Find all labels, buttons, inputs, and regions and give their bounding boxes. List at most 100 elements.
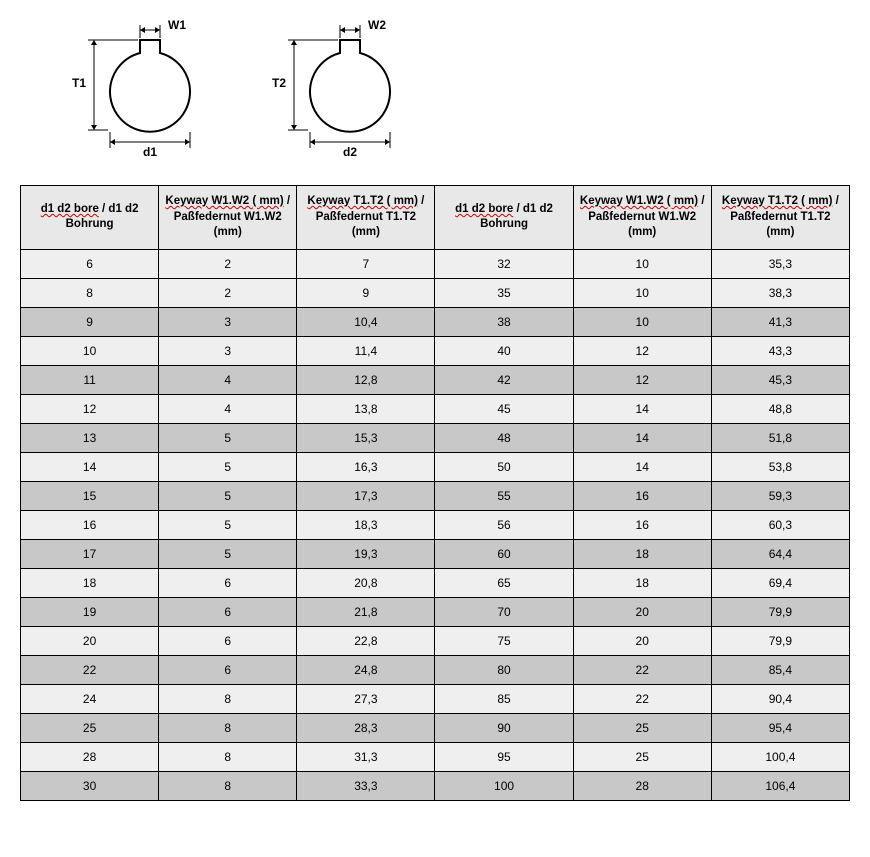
table-cell: 8 bbox=[159, 684, 297, 713]
column-header: Keyway T1.T2 ( mm) / Paßfedernut T1.T2 (… bbox=[711, 186, 849, 250]
table-cell: 9 bbox=[297, 278, 435, 307]
table-cell: 17 bbox=[21, 539, 159, 568]
table-cell: 75 bbox=[435, 626, 573, 655]
label-t2: T2 bbox=[272, 76, 286, 90]
bore-shape-d1 bbox=[70, 20, 230, 160]
table-cell: 2 bbox=[159, 278, 297, 307]
table-cell: 48 bbox=[435, 423, 573, 452]
diagram-d2: W2 T2 d2 bbox=[270, 20, 430, 160]
table-cell: 53,8 bbox=[711, 452, 849, 481]
table-row: 28831,39525100,4 bbox=[21, 742, 850, 771]
table-cell: 16 bbox=[573, 481, 711, 510]
table-cell: 25 bbox=[573, 713, 711, 742]
table-cell: 10 bbox=[21, 336, 159, 365]
table-row: 20622,8752079,9 bbox=[21, 626, 850, 655]
table-cell: 56 bbox=[435, 510, 573, 539]
table-cell: 28 bbox=[573, 771, 711, 800]
table-cell: 16 bbox=[573, 510, 711, 539]
table-cell: 21,8 bbox=[297, 597, 435, 626]
table-cell: 22 bbox=[21, 655, 159, 684]
table-cell: 19 bbox=[21, 597, 159, 626]
table-cell: 35,3 bbox=[711, 249, 849, 278]
table-cell: 3 bbox=[159, 307, 297, 336]
table-cell: 10 bbox=[573, 307, 711, 336]
table-cell: 40 bbox=[435, 336, 573, 365]
table-cell: 90 bbox=[435, 713, 573, 742]
label-t1: T1 bbox=[72, 76, 86, 90]
table-cell: 22 bbox=[573, 655, 711, 684]
table-cell: 14 bbox=[573, 423, 711, 452]
table-cell: 5 bbox=[159, 481, 297, 510]
table-cell: 60 bbox=[435, 539, 573, 568]
table-cell: 18 bbox=[21, 568, 159, 597]
diagram-d1: W1 T1 d1 bbox=[70, 20, 230, 160]
table-cell: 7 bbox=[297, 249, 435, 278]
table-cell: 18 bbox=[573, 539, 711, 568]
table-header: d1 d2 bore / d1 d2 Bohrung Keyway W1.W2 (… bbox=[21, 186, 850, 250]
table-cell: 28,3 bbox=[297, 713, 435, 742]
bore-shape-d2 bbox=[270, 20, 430, 160]
column-header: d1 d2 bore / d1 d2 Bohrung bbox=[435, 186, 573, 250]
table-row: 18620,8651869,4 bbox=[21, 568, 850, 597]
table-cell: 14 bbox=[21, 452, 159, 481]
table-cell: 90,4 bbox=[711, 684, 849, 713]
table-cell: 16,3 bbox=[297, 452, 435, 481]
table-cell: 9 bbox=[21, 307, 159, 336]
table-cell: 19,3 bbox=[297, 539, 435, 568]
table-row: 16518,3561660,3 bbox=[21, 510, 850, 539]
table-cell: 85,4 bbox=[711, 655, 849, 684]
table-cell: 100,4 bbox=[711, 742, 849, 771]
table-cell: 6 bbox=[159, 597, 297, 626]
table-cell: 13,8 bbox=[297, 394, 435, 423]
table-row: 829351038,3 bbox=[21, 278, 850, 307]
table-cell: 20 bbox=[573, 626, 711, 655]
table-cell: 8 bbox=[159, 771, 297, 800]
table-cell: 2 bbox=[159, 249, 297, 278]
table-body: 627321035,3829351038,39310,4381041,31031… bbox=[21, 249, 850, 800]
table-cell: 6 bbox=[159, 626, 297, 655]
label-w2: W2 bbox=[368, 18, 386, 32]
table-cell: 27,3 bbox=[297, 684, 435, 713]
table-cell: 10,4 bbox=[297, 307, 435, 336]
column-header: Keyway W1.W2 ( mm) / Paßfedernut W1.W2 (… bbox=[159, 186, 297, 250]
table-cell: 28 bbox=[21, 742, 159, 771]
table-cell: 20 bbox=[21, 626, 159, 655]
table-cell: 25 bbox=[21, 713, 159, 742]
table-cell: 45 bbox=[435, 394, 573, 423]
table-cell: 95 bbox=[435, 742, 573, 771]
table-cell: 31,3 bbox=[297, 742, 435, 771]
table-row: 22624,8802285,4 bbox=[21, 655, 850, 684]
table-row: 15517,3551659,3 bbox=[21, 481, 850, 510]
table-cell: 30 bbox=[21, 771, 159, 800]
table-cell: 10 bbox=[573, 278, 711, 307]
table-cell: 51,8 bbox=[711, 423, 849, 452]
table-cell: 55 bbox=[435, 481, 573, 510]
table-cell: 13 bbox=[21, 423, 159, 452]
table-cell: 5 bbox=[159, 423, 297, 452]
label-d1: d1 bbox=[143, 145, 157, 159]
table-cell: 48,8 bbox=[711, 394, 849, 423]
table-cell: 79,9 bbox=[711, 597, 849, 626]
table-cell: 8 bbox=[159, 713, 297, 742]
table-row: 9310,4381041,3 bbox=[21, 307, 850, 336]
table-cell: 79,9 bbox=[711, 626, 849, 655]
table-cell: 4 bbox=[159, 394, 297, 423]
table-cell: 14 bbox=[573, 394, 711, 423]
table-cell: 41,3 bbox=[711, 307, 849, 336]
table-cell: 5 bbox=[159, 510, 297, 539]
table-cell: 12,8 bbox=[297, 365, 435, 394]
table-cell: 10 bbox=[573, 249, 711, 278]
table-cell: 80 bbox=[435, 655, 573, 684]
table-cell: 12 bbox=[573, 365, 711, 394]
table-cell: 24,8 bbox=[297, 655, 435, 684]
table-cell: 65 bbox=[435, 568, 573, 597]
table-cell: 4 bbox=[159, 365, 297, 394]
table-cell: 95,4 bbox=[711, 713, 849, 742]
table-cell: 22 bbox=[573, 684, 711, 713]
bore-diagrams: W1 T1 d1 W2 T2 d2 bbox=[70, 20, 850, 160]
table-cell: 12 bbox=[573, 336, 711, 365]
table-cell: 3 bbox=[159, 336, 297, 365]
table-cell: 85 bbox=[435, 684, 573, 713]
table-cell: 100 bbox=[435, 771, 573, 800]
table-cell: 50 bbox=[435, 452, 573, 481]
